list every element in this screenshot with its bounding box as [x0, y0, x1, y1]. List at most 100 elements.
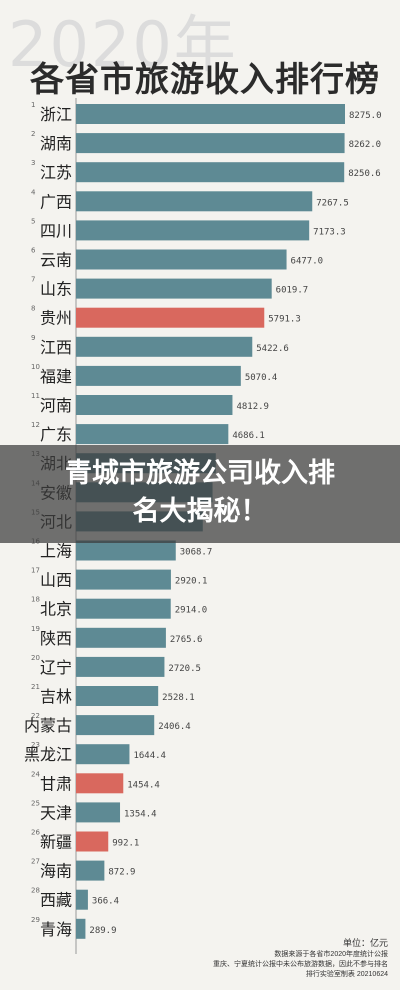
- category-label: 广西: [40, 192, 72, 211]
- rank-label: 3: [31, 159, 35, 167]
- rank-label: 19: [31, 625, 40, 633]
- unit-label: 单位：亿元: [343, 938, 389, 948]
- rank-label: 7: [31, 276, 35, 284]
- bar: [76, 162, 345, 183]
- category-label: 江西: [40, 338, 72, 357]
- bar: [76, 831, 109, 852]
- bar: [76, 540, 176, 561]
- rank-label: 4: [31, 188, 36, 196]
- category-label: 云南: [40, 251, 72, 270]
- value-label: 872.9: [108, 868, 135, 878]
- background-year-text: 2020年: [8, 8, 238, 81]
- rank-label: 29: [31, 916, 40, 924]
- rank-label: 17: [31, 567, 40, 575]
- category-label: 湖南: [40, 134, 72, 153]
- value-label: 4686.1: [232, 431, 265, 441]
- value-label: 6477.0: [291, 257, 324, 267]
- value-label: 2406.4: [158, 722, 191, 732]
- rank-label: 2: [31, 130, 35, 138]
- rank-label: 11: [31, 392, 40, 400]
- bar: [76, 686, 159, 706]
- rank-label: 18: [31, 596, 40, 604]
- category-label: 天津: [40, 803, 72, 822]
- value-label: 2765.6: [170, 635, 203, 645]
- chart-title: 各省市旅游收入排行榜: [30, 60, 380, 100]
- rank-label: 26: [31, 829, 40, 837]
- source-note: 数据来源于各省市2020年度统计公报 重庆、宁夏统计公报中未公布旅游数据，因此不…: [178, 950, 388, 980]
- rank-label: 28: [31, 887, 40, 895]
- category-label: 新疆: [40, 833, 72, 852]
- value-label: 2720.5: [168, 664, 201, 674]
- category-label: 福建: [40, 367, 72, 386]
- bar: [76, 627, 166, 648]
- headline-text: 青城市旅游公司收入排 名大揭秘！: [0, 455, 400, 531]
- category-label: 上海: [40, 542, 72, 561]
- value-label: 1354.4: [124, 809, 157, 819]
- rank-label: 23: [31, 741, 40, 749]
- source-note-line: 重庆、宁夏统计公报中未公布旅游数据，因此不参与排名: [213, 961, 388, 968]
- value-label: 8275.0: [349, 111, 382, 121]
- bar: [76, 744, 130, 765]
- value-label: 5422.6: [256, 344, 289, 354]
- bar: [76, 307, 265, 328]
- source-note-line: 数据来源于各省市2020年度统计公报: [274, 951, 388, 958]
- bar: [76, 656, 165, 677]
- bar: [76, 860, 105, 881]
- bar: [76, 569, 171, 590]
- rank-label: 22: [31, 712, 40, 720]
- category-label: 四川: [40, 221, 72, 240]
- rank-label: 6: [31, 247, 36, 255]
- category-label: 河南: [40, 396, 72, 415]
- rank-label: 27: [31, 858, 40, 866]
- value-label: 2528.1: [162, 693, 195, 703]
- value-label: 6019.7: [276, 286, 309, 296]
- category-label: 吉林: [40, 687, 72, 706]
- category-label: 青海: [40, 920, 72, 939]
- value-label: 7173.3: [313, 227, 346, 237]
- bar: [76, 278, 272, 299]
- bar: [76, 249, 287, 270]
- headline-banner: [0, 445, 400, 543]
- value-label: 8262.0: [349, 140, 382, 150]
- value-label: 1454.4: [127, 780, 160, 790]
- rank-label: 21: [31, 683, 40, 691]
- value-label: 289.9: [89, 926, 116, 936]
- category-label: 贵州: [40, 309, 72, 328]
- value-label: 8250.6: [348, 169, 381, 179]
- value-label: 5070.4: [245, 373, 278, 383]
- value-label: 4812.9: [236, 402, 269, 412]
- bar: [76, 598, 171, 619]
- bar: [76, 220, 310, 241]
- headline-line-1: 青城市旅游公司收入排: [65, 458, 335, 489]
- bar: [76, 715, 155, 736]
- bar: [76, 133, 345, 154]
- bar: [76, 191, 313, 212]
- category-label: 甘肃: [40, 774, 72, 793]
- value-label: 366.4: [92, 897, 119, 907]
- value-label: 992.1: [112, 839, 139, 849]
- category-label: 广东: [40, 425, 72, 444]
- category-label: 陕西: [40, 629, 72, 648]
- rank-label: 25: [31, 799, 40, 807]
- rank-label: 10: [31, 363, 40, 371]
- rank-label: 20: [31, 654, 40, 662]
- value-label: 1644.4: [133, 751, 166, 761]
- category-label: 山东: [40, 280, 72, 299]
- category-label: 黑龙江: [24, 745, 72, 764]
- value-label: 3068.7: [180, 548, 213, 558]
- rank-label: 5: [31, 217, 35, 225]
- value-label: 2914.0: [175, 606, 208, 616]
- category-label: 北京: [40, 600, 72, 619]
- bar: [76, 395, 233, 415]
- rank-label: 8: [31, 305, 35, 313]
- category-label: 江苏: [40, 163, 72, 182]
- rank-label: 24: [31, 770, 40, 778]
- bar: [76, 773, 124, 794]
- bar: [76, 889, 88, 910]
- bar: [76, 336, 253, 357]
- bar: [76, 918, 86, 939]
- rank-label: 12: [31, 421, 40, 429]
- category-label: 西藏: [40, 891, 72, 910]
- value-label: 7267.5: [316, 198, 349, 208]
- category-label: 内蒙古: [24, 716, 72, 735]
